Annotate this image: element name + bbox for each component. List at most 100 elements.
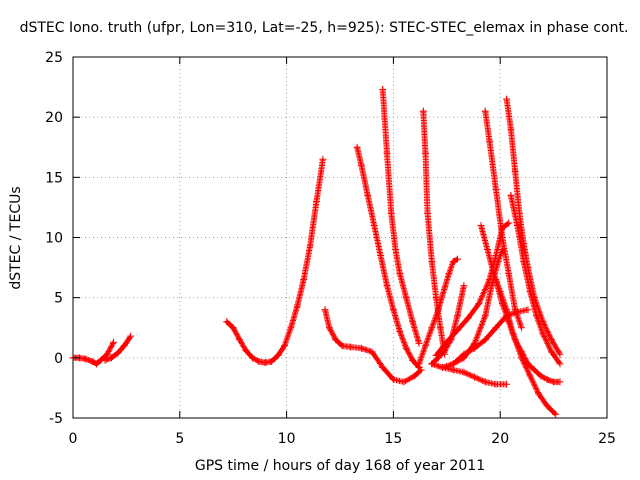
data-point: [357, 344, 365, 352]
y-tick-label: 0: [54, 351, 63, 367]
data-point: [242, 347, 250, 355]
data-point: [547, 336, 555, 344]
data-point: [411, 372, 419, 380]
data-point: [120, 342, 128, 350]
data-point: [274, 351, 282, 359]
data-point: [353, 143, 361, 151]
data-point: [400, 378, 408, 386]
data-point: [503, 95, 511, 103]
data-point: [300, 276, 308, 284]
data-point: [434, 306, 442, 314]
data-point: [306, 242, 314, 250]
data-point: [505, 318, 513, 326]
data-point: [332, 336, 340, 344]
series-1-trail: [70, 340, 116, 367]
data-point: [101, 356, 109, 364]
data-point: [236, 336, 244, 344]
data-point: [481, 336, 489, 344]
data-point: [520, 258, 528, 266]
data-point: [383, 149, 391, 157]
series-2-trail: [102, 334, 133, 364]
data-point: [507, 191, 515, 199]
data-point: [347, 343, 355, 351]
data-point: [556, 378, 564, 386]
series-3-trail: [223, 157, 326, 366]
series-18: [507, 191, 564, 368]
data-point: [92, 360, 100, 368]
data-point: [432, 351, 440, 359]
series-3: [223, 155, 327, 367]
data-point: [481, 312, 489, 320]
data-point: [460, 350, 468, 358]
data-point: [498, 234, 506, 241]
data-point: [453, 255, 461, 263]
data-point: [518, 348, 526, 356]
x-tick-label: 25: [598, 431, 616, 447]
data-point: [556, 350, 564, 358]
data-point: [114, 349, 122, 357]
data-point: [524, 306, 532, 314]
data-point: [110, 338, 118, 346]
data-point: [255, 357, 263, 365]
data-point: [415, 339, 423, 347]
axis-ticks: [72, 56, 608, 419]
data-point: [409, 318, 417, 326]
data-point: [421, 149, 429, 157]
series-15: [481, 107, 526, 332]
y-tick-label: 20: [45, 110, 63, 126]
data-point: [471, 344, 479, 352]
x-tick-label: 20: [491, 431, 509, 447]
data-point: [428, 360, 436, 368]
data-point: [389, 306, 397, 314]
x-tick-label: 10: [278, 431, 296, 447]
data-point: [449, 366, 457, 374]
data-point: [488, 282, 496, 290]
data-point: [229, 324, 237, 332]
data-point: [379, 363, 387, 371]
data-point: [313, 197, 321, 205]
x-axis-label: GPS time / hours of day 168 of year 2011: [195, 458, 485, 474]
data-point: [526, 288, 534, 296]
data-point: [368, 348, 376, 356]
data-point: [432, 294, 440, 302]
data-point: [547, 348, 555, 356]
data-point: [387, 209, 395, 217]
data-point: [492, 276, 500, 284]
series-2: [101, 332, 135, 364]
data-point: [477, 221, 485, 229]
data-point: [293, 302, 301, 310]
data-point: [419, 107, 427, 115]
data-point: [449, 258, 457, 266]
plot-area: [69, 85, 564, 418]
data-point: [338, 342, 346, 350]
data-point: [377, 252, 385, 260]
data-point: [453, 326, 461, 334]
data-point: [439, 363, 447, 371]
data-point: [396, 270, 404, 278]
data-point: [319, 155, 327, 163]
series-4: [321, 306, 425, 386]
data-point: [494, 258, 502, 266]
data-point: [82, 355, 90, 363]
data-point: [325, 324, 333, 332]
data-point: [503, 380, 511, 388]
data-point: [511, 336, 519, 344]
data-point: [402, 294, 410, 302]
data-point: [530, 366, 538, 374]
series-16: [492, 276, 564, 386]
series-7: [419, 107, 449, 358]
data-point: [460, 282, 468, 290]
data-point: [464, 314, 472, 322]
data-point: [424, 209, 432, 217]
data-point: [526, 372, 534, 380]
y-tick-label: 5: [54, 291, 63, 307]
data-point: [518, 324, 526, 332]
data-point: [539, 330, 547, 338]
data-point: [513, 221, 521, 229]
series-17-trail: [503, 96, 563, 356]
data-point: [507, 125, 515, 133]
data-point: [460, 368, 468, 376]
data-point: [511, 306, 519, 314]
data-point: [321, 306, 329, 314]
